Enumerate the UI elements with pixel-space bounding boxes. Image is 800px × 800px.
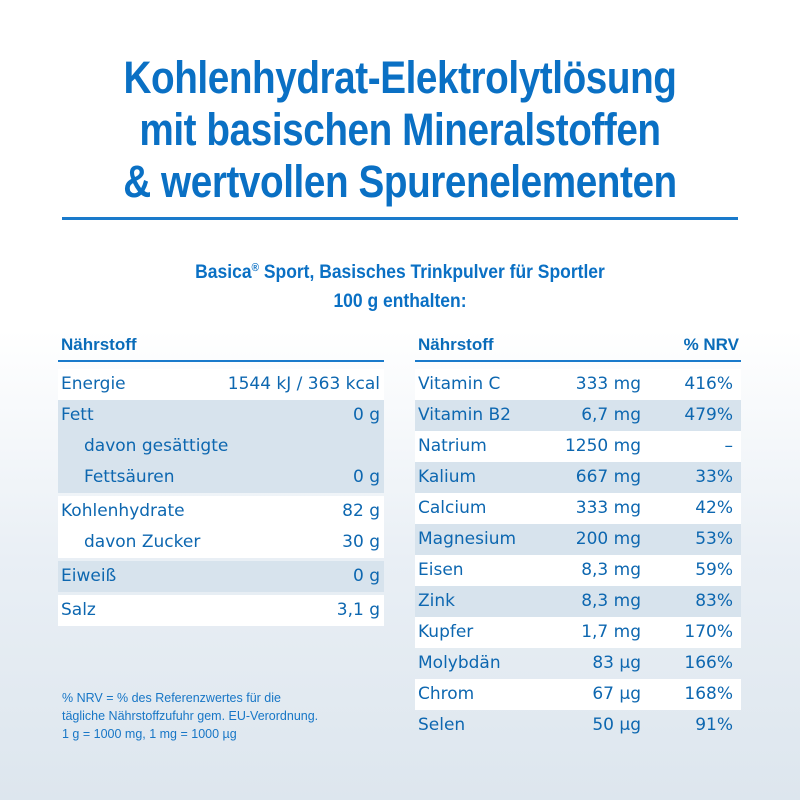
table-row: Zink 8,3 mg 83% bbox=[415, 586, 741, 617]
table-header: Nährstoff % NRV bbox=[415, 331, 741, 362]
nutrient-nrv: 91% bbox=[695, 715, 733, 735]
nutrient-name: Selen bbox=[418, 715, 466, 735]
table-row: Salz 3,1 g bbox=[58, 595, 384, 626]
nutrient-name: Eiweiß bbox=[61, 566, 117, 586]
nutrient-name: Kohlenhydrate bbox=[61, 501, 185, 521]
table-row: Vitamin B2 6,7 mg 479% bbox=[415, 400, 741, 431]
nutrient-nrv: 59% bbox=[695, 560, 733, 580]
table-row: Energie 1544 kJ / 363 kcal bbox=[58, 369, 384, 400]
nutrient-name: Molybdän bbox=[418, 653, 501, 673]
nutrient-amount: 50 µg bbox=[592, 715, 641, 735]
brand-name: Basica bbox=[195, 262, 252, 283]
nutrition-table-macros: Nährstoff Energie 1544 kJ / 363 kcal Fet… bbox=[58, 331, 384, 626]
nutrient-name: Vitamin C bbox=[418, 374, 501, 394]
header-nutrient: Nährstoff bbox=[61, 335, 137, 354]
table-row: Eiweiß 0 g bbox=[58, 561, 384, 592]
nutrient-amount: 6,7 mg bbox=[581, 405, 641, 425]
nutrient-amount: 67 µg bbox=[592, 684, 641, 704]
nutrient-name: Vitamin B2 bbox=[418, 405, 512, 425]
nutrient-name: davon gesättigte bbox=[84, 436, 229, 456]
nutrient-nrv: 42% bbox=[695, 498, 733, 518]
nutrient-name: Calcium bbox=[418, 498, 487, 518]
table-row: davon gesättigte bbox=[58, 431, 384, 462]
table-row: Kupfer 1,7 mg 170% bbox=[415, 617, 741, 648]
nutrient-nrv: 33% bbox=[695, 467, 733, 487]
table-row: Magnesium 200 mg 53% bbox=[415, 524, 741, 555]
nutrient-name: Kalium bbox=[418, 467, 477, 487]
title-line-3: & wertvollen Spurenelementen bbox=[123, 156, 677, 207]
nutrient-name: Natrium bbox=[418, 436, 487, 456]
nutrient-name: Chrom bbox=[418, 684, 475, 704]
nutrient-name: Energie bbox=[61, 374, 126, 394]
table-row: Natrium 1250 mg – bbox=[415, 431, 741, 462]
footnote-line-2: tägliche Nährstoffzufuhr gem. EU-Verordn… bbox=[62, 709, 319, 723]
product-subtitle: Basica® Sport, Basisches Trinkpulver für… bbox=[32, 254, 768, 316]
table-row: Fettsäuren 0 g bbox=[58, 462, 384, 493]
nutrient-value: 1544 kJ / 363 kcal bbox=[227, 374, 380, 394]
nutrient-name: Fett bbox=[61, 405, 94, 425]
table-row: Vitamin C 333 mg 416% bbox=[415, 369, 741, 400]
table-header: Nährstoff bbox=[58, 331, 384, 362]
nutrient-name: Salz bbox=[61, 600, 96, 620]
header-nutrient: Nährstoff bbox=[418, 335, 494, 354]
registered-mark: ® bbox=[251, 262, 260, 274]
nutrient-nrv: – bbox=[724, 436, 734, 456]
table-row: Selen 50 µg 91% bbox=[415, 710, 741, 741]
nutrient-amount: 8,3 mg bbox=[581, 591, 641, 611]
nutrient-nrv: 166% bbox=[684, 653, 733, 673]
table-row: Molybdän 83 µg 166% bbox=[415, 648, 741, 679]
title-line-1: Kohlenhydrat-Elektrolytlösung bbox=[123, 52, 677, 103]
nutrient-value: 0 g bbox=[352, 405, 380, 425]
nutrient-nrv: 416% bbox=[684, 374, 733, 394]
subtitle-line-1: Basica® Sport, Basisches Trinkpulver für… bbox=[32, 254, 768, 287]
subtitle-product: Sport, Basisches Trinkpulver für Sportle… bbox=[259, 262, 605, 283]
nutrient-value: 3,1 g bbox=[336, 600, 380, 620]
footnote-line-3: 1 g = 1000 mg, 1 mg = 1000 µg bbox=[62, 727, 237, 741]
table-row: Chrom 67 µg 168% bbox=[415, 679, 741, 710]
nutrient-name: Fettsäuren bbox=[84, 467, 175, 487]
nutrient-value: 82 g bbox=[342, 501, 380, 521]
nutrient-amount: 200 mg bbox=[575, 529, 641, 549]
table-row: davon Zucker 30 g bbox=[58, 527, 384, 558]
nutrient-amount: 667 mg bbox=[575, 467, 641, 487]
nutrient-nrv: 479% bbox=[684, 405, 733, 425]
nutrient-value: 0 g bbox=[352, 566, 380, 586]
nrv-footnote: % NRV = % des Referenzwertes für die täg… bbox=[62, 689, 318, 743]
footnote-line-1: % NRV = % des Referenzwertes für die bbox=[62, 691, 281, 705]
nutrition-table-micros: Nährstoff % NRV Vitamin C 333 mg 416% Vi… bbox=[415, 331, 741, 741]
nutrient-amount: 8,3 mg bbox=[581, 560, 641, 580]
nutrient-amount: 333 mg bbox=[575, 374, 641, 394]
table-row: Fett 0 g bbox=[58, 400, 384, 431]
nutrient-amount: 1,7 mg bbox=[581, 622, 641, 642]
nutrient-name: davon Zucker bbox=[84, 532, 201, 552]
title-divider bbox=[62, 217, 738, 220]
nutrient-nrv: 53% bbox=[695, 529, 733, 549]
title-line-2: mit basischen Mineralstoffen bbox=[139, 104, 661, 155]
nutrient-nrv: 168% bbox=[684, 684, 733, 704]
nutrient-value: 0 g bbox=[352, 467, 380, 487]
nutrient-amount: 333 mg bbox=[575, 498, 641, 518]
table-row: Calcium 333 mg 42% bbox=[415, 493, 741, 524]
nutrient-nrv: 83% bbox=[695, 591, 733, 611]
nutrient-name: Zink bbox=[418, 591, 455, 611]
subtitle-line-2: 100 g enthalten: bbox=[333, 291, 467, 312]
page-title: Kohlenhydrat-Elektrolytlösung mit basisc… bbox=[56, 52, 744, 208]
nutrient-name: Magnesium bbox=[418, 529, 517, 549]
nutrient-amount: 83 µg bbox=[592, 653, 641, 673]
header-nrv: % NRV bbox=[683, 335, 739, 354]
nutrient-amount: 1250 mg bbox=[564, 436, 641, 456]
nutrient-name: Kupfer bbox=[418, 622, 474, 642]
table-row: Kalium 667 mg 33% bbox=[415, 462, 741, 493]
table-row: Eisen 8,3 mg 59% bbox=[415, 555, 741, 586]
nutrient-value: 30 g bbox=[342, 532, 380, 552]
nutrient-name: Eisen bbox=[418, 560, 464, 580]
table-row: Kohlenhydrate 82 g bbox=[58, 496, 384, 527]
nutrient-nrv: 170% bbox=[684, 622, 733, 642]
